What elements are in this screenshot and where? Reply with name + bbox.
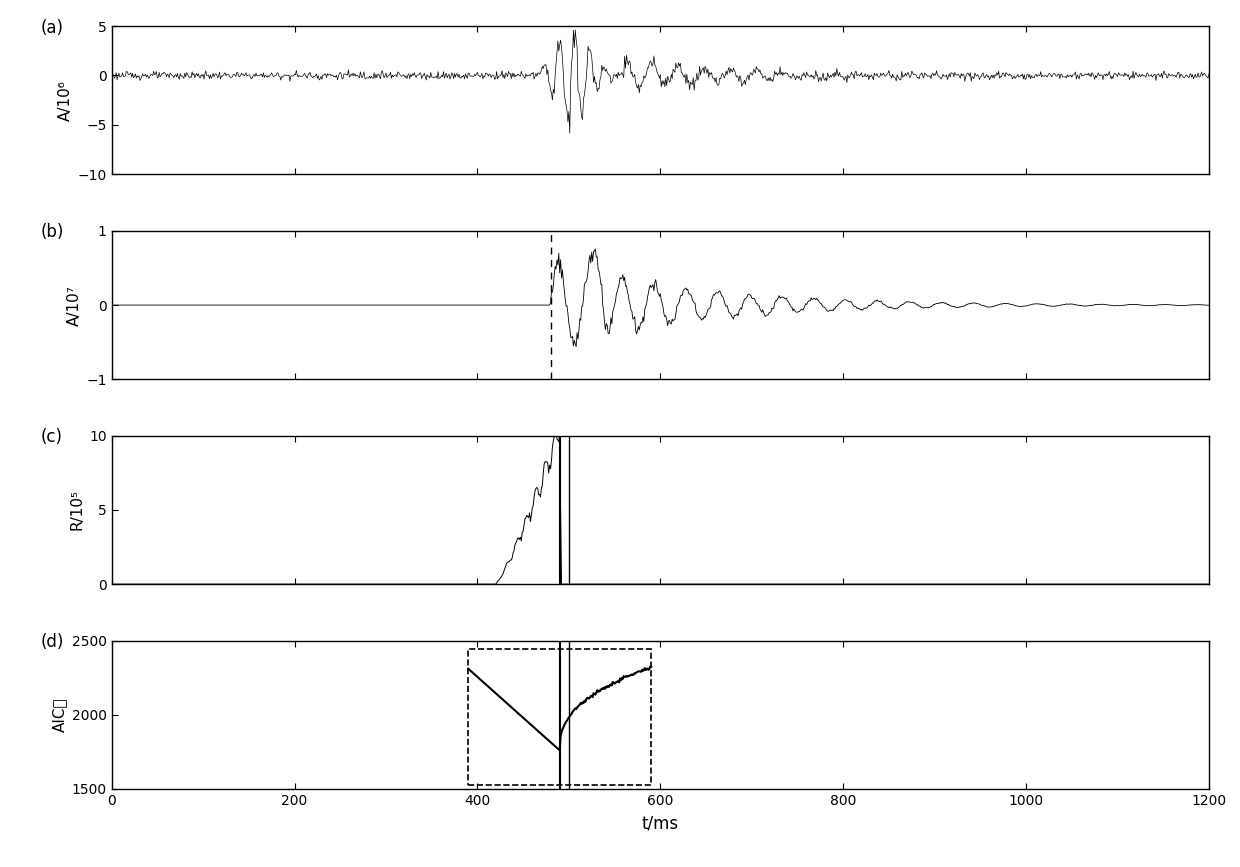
- X-axis label: t/ms: t/ms: [642, 815, 678, 833]
- Y-axis label: A/10⁷: A/10⁷: [67, 284, 82, 325]
- Text: (d): (d): [40, 633, 63, 651]
- Y-axis label: A/10⁶: A/10⁶: [58, 80, 73, 121]
- Text: (a): (a): [40, 18, 63, 36]
- Y-axis label: AIC値: AIC値: [52, 697, 67, 732]
- Y-axis label: R/10⁵: R/10⁵: [69, 489, 86, 531]
- Text: (c): (c): [40, 428, 62, 447]
- Text: (b): (b): [40, 224, 63, 241]
- Bar: [469, 649, 651, 785]
